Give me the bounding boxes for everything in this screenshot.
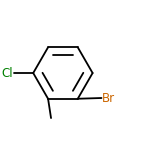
Text: Cl: Cl <box>2 67 13 79</box>
Text: Br: Br <box>102 92 115 105</box>
